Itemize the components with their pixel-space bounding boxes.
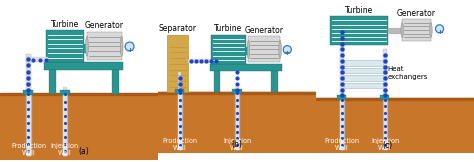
Text: Turbine: Turbine xyxy=(51,20,79,29)
Text: (c): (c) xyxy=(383,141,393,150)
Bar xyxy=(178,90,181,149)
Bar xyxy=(0,93,158,95)
Bar xyxy=(49,70,55,94)
Bar xyxy=(235,87,239,93)
Bar xyxy=(232,89,242,94)
Bar xyxy=(211,35,246,64)
Bar xyxy=(340,95,344,149)
Circle shape xyxy=(126,43,133,50)
Ellipse shape xyxy=(279,40,282,58)
Bar xyxy=(63,91,66,155)
Bar xyxy=(60,90,70,95)
Circle shape xyxy=(284,46,291,53)
Bar xyxy=(26,54,31,94)
Bar xyxy=(383,95,387,149)
Bar xyxy=(175,89,184,94)
Bar xyxy=(178,90,182,149)
Bar xyxy=(345,83,383,88)
Bar xyxy=(27,91,30,155)
Text: (a): (a) xyxy=(78,147,89,156)
Bar xyxy=(330,16,388,45)
Bar xyxy=(158,93,316,153)
Bar xyxy=(340,31,344,98)
Bar xyxy=(63,91,67,155)
Bar xyxy=(178,72,182,93)
Bar xyxy=(0,94,158,160)
Ellipse shape xyxy=(247,40,250,58)
Bar xyxy=(316,98,474,153)
Bar xyxy=(235,90,239,149)
Text: Production
Well: Production Well xyxy=(11,143,46,156)
Text: Generator: Generator xyxy=(397,9,436,17)
Bar xyxy=(63,87,67,94)
Text: Injection
Well: Injection Well xyxy=(223,138,251,151)
Text: Generator: Generator xyxy=(245,26,284,35)
Bar xyxy=(271,71,277,93)
Bar xyxy=(46,30,84,62)
Bar xyxy=(87,32,122,60)
Bar xyxy=(383,49,387,98)
Bar xyxy=(388,28,402,33)
Text: Injection
Well: Injection Well xyxy=(51,143,79,156)
Text: Injection
Well: Injection Well xyxy=(371,138,399,151)
Bar xyxy=(248,36,280,62)
Bar xyxy=(23,90,33,95)
Bar xyxy=(167,35,188,93)
Text: Separator: Separator xyxy=(158,24,196,33)
Text: Production
Well: Production Well xyxy=(162,138,197,151)
Bar xyxy=(44,62,123,70)
Bar xyxy=(236,90,238,149)
Bar xyxy=(210,64,282,71)
Bar xyxy=(337,95,346,100)
Ellipse shape xyxy=(429,23,432,38)
Bar xyxy=(383,95,386,149)
Text: Turbine: Turbine xyxy=(345,6,373,15)
Bar xyxy=(402,19,431,41)
Ellipse shape xyxy=(401,23,403,38)
Bar xyxy=(214,71,220,93)
Bar xyxy=(26,91,31,155)
Text: (b): (b) xyxy=(232,140,242,149)
Circle shape xyxy=(436,25,443,32)
Ellipse shape xyxy=(120,36,123,56)
Bar xyxy=(345,60,383,66)
Text: Production
Well: Production Well xyxy=(324,138,359,151)
Bar xyxy=(188,59,221,63)
Bar xyxy=(26,57,48,62)
Text: Heat
exchangers: Heat exchangers xyxy=(388,66,428,80)
Bar xyxy=(345,68,383,73)
Bar xyxy=(158,92,316,94)
Bar xyxy=(246,47,248,54)
Ellipse shape xyxy=(85,36,88,56)
Bar xyxy=(381,95,390,100)
Bar xyxy=(316,98,474,100)
Bar xyxy=(112,70,119,94)
Bar xyxy=(345,75,383,81)
Bar xyxy=(340,95,343,149)
Text: Generator: Generator xyxy=(85,21,124,30)
Text: Turbine: Turbine xyxy=(214,24,243,33)
Bar xyxy=(84,44,87,52)
